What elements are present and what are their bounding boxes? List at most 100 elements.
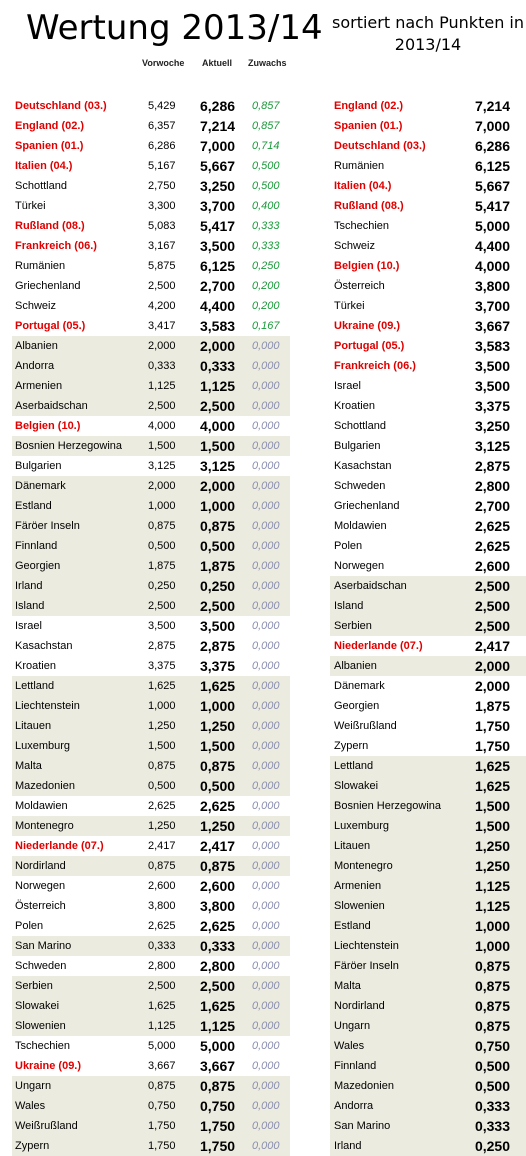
country-name: Andorra — [334, 1100, 374, 1112]
points-gain: 0,000 — [252, 960, 280, 972]
country-name: Polen — [15, 920, 44, 932]
country-name: Färöer Inseln — [334, 960, 399, 972]
sorted-row: Estland 1,000 — [330, 916, 526, 936]
country-name: England (02.) — [15, 120, 85, 132]
previous-points: 0,333 — [148, 360, 176, 372]
country-name: Zypern — [15, 1140, 50, 1152]
country-name: Türkei — [334, 300, 365, 312]
sorted-row: Österreich 3,800 — [330, 276, 526, 296]
current-points: 0,750 — [200, 1098, 236, 1114]
previous-points: 2,750 — [148, 180, 176, 192]
table-row: Irland 0,250 0,250 0,000 — [12, 576, 290, 596]
previous-points: 2,500 — [148, 400, 176, 412]
points-gain: 0,000 — [252, 700, 280, 712]
previous-points: 1,500 — [148, 440, 176, 452]
previous-points: 1,250 — [148, 720, 176, 732]
country-name: Bulgarien — [15, 460, 62, 472]
country-name: Malta — [334, 980, 361, 992]
previous-points: 5,167 — [148, 160, 176, 172]
country-name: Nordirland — [15, 860, 66, 872]
current-points: 2,700 — [200, 278, 236, 294]
table-row: Nordirland 0,875 0,875 0,000 — [12, 856, 290, 876]
points-gain: 0,000 — [252, 880, 280, 892]
sorted-row: Bosnien Herzegowina 1,500 — [330, 796, 526, 816]
country-name: Israel — [15, 620, 42, 632]
season-points: 4,400 — [474, 238, 510, 254]
season-points: 2,417 — [474, 638, 510, 654]
country-name: Kasachstan — [334, 460, 392, 472]
previous-points: 3,667 — [148, 1060, 176, 1072]
season-points: 5,667 — [474, 178, 510, 194]
country-name: Aserbaidschan — [334, 580, 407, 592]
season-points: 2,625 — [474, 538, 510, 554]
season-points: 1,500 — [474, 798, 510, 814]
current-points: 4,400 — [200, 298, 236, 314]
country-name: Andorra — [15, 360, 55, 372]
season-points: 3,250 — [474, 418, 510, 434]
season-points: 0,333 — [474, 1098, 510, 1114]
season-points: 7,000 — [474, 118, 510, 134]
country-name: Ungarn — [15, 1080, 52, 1092]
sorted-row: Nordirland 0,875 — [330, 996, 526, 1016]
sorted-row: Slowakei 1,625 — [330, 776, 526, 796]
previous-points: 0,875 — [148, 520, 176, 532]
previous-points: 1,750 — [148, 1140, 176, 1152]
country-name: Färöer Inseln — [15, 520, 80, 532]
points-gain: 0,200 — [252, 280, 280, 292]
country-name: Norwegen — [15, 880, 66, 892]
table-row: Polen 2,625 2,625 0,000 — [12, 916, 290, 936]
sorted-row: Spanien (01.) 7,000 — [330, 116, 526, 136]
country-name: Mazedonien — [334, 1080, 394, 1092]
page-title: Wertung 2013/14 — [26, 8, 323, 48]
points-gain: 0,000 — [252, 900, 280, 912]
table-row: Italien (04.) 5,167 5,667 0,500 — [12, 156, 290, 176]
sorted-row: Portugal (05.) 3,583 — [330, 336, 526, 356]
country-name: Ungarn — [334, 1020, 371, 1032]
season-points: 1,125 — [474, 898, 510, 914]
points-gain: 0,000 — [252, 820, 280, 832]
season-points: 3,500 — [474, 378, 510, 394]
points-gain: 0,000 — [252, 1080, 280, 1092]
points-gain: 0,000 — [252, 920, 280, 932]
table-row: Griechenland 2,500 2,700 0,200 — [12, 276, 290, 296]
country-name: Deutschland (03.) — [15, 100, 107, 112]
current-points: 2,625 — [200, 918, 236, 934]
country-name: Nordirland — [334, 1000, 385, 1012]
table-row: Weißrußland 1,750 1,750 0,000 — [12, 1116, 290, 1136]
season-points: 0,875 — [474, 1018, 510, 1034]
current-points: 3,667 — [200, 1058, 236, 1074]
points-gain: 0,167 — [252, 320, 280, 332]
season-points: 6,125 — [474, 158, 510, 174]
season-points: 3,667 — [474, 318, 510, 334]
standings-table: Deutschland (03.) 5,429 6,286 0,857 England … — [12, 96, 290, 1156]
sorted-row: Albanien 2,000 — [330, 656, 526, 676]
previous-points: 0,875 — [148, 760, 176, 772]
current-points: 2,600 — [200, 878, 236, 894]
country-name: Serbien — [15, 980, 53, 992]
season-points: 2,500 — [474, 598, 510, 614]
points-gain: 0,000 — [252, 800, 280, 812]
country-name: Litauen — [15, 720, 52, 732]
points-gain: 0,000 — [252, 940, 280, 952]
table-row: England (02.) 6,357 7,214 0,857 — [12, 116, 290, 136]
country-name: Schweiz — [334, 240, 375, 252]
previous-points: 2,417 — [148, 840, 176, 852]
current-points: 0,250 — [200, 578, 236, 594]
sorted-row: Montenegro 1,250 — [330, 856, 526, 876]
table-row: San Marino 0,333 0,333 0,000 — [12, 936, 290, 956]
current-points: 3,250 — [200, 178, 236, 194]
previous-points: 0,333 — [148, 940, 176, 952]
season-points: 7,214 — [474, 98, 510, 114]
country-name: Schweden — [334, 480, 386, 492]
sorted-row: Slowenien 1,125 — [330, 896, 526, 916]
season-points: 3,375 — [474, 398, 510, 414]
country-name: Weißrußland — [15, 1120, 78, 1132]
sorted-row: Andorra 0,333 — [330, 1096, 526, 1116]
sorted-row: Israel 3,500 — [330, 376, 526, 396]
previous-points: 0,875 — [148, 1080, 176, 1092]
points-gain: 0,000 — [252, 340, 280, 352]
previous-points: 3,417 — [148, 320, 176, 332]
country-name: Lettland — [334, 760, 374, 772]
table-row: Rußland (08.) 5,083 5,417 0,333 — [12, 216, 290, 236]
sorted-row: Dänemark 2,000 — [330, 676, 526, 696]
